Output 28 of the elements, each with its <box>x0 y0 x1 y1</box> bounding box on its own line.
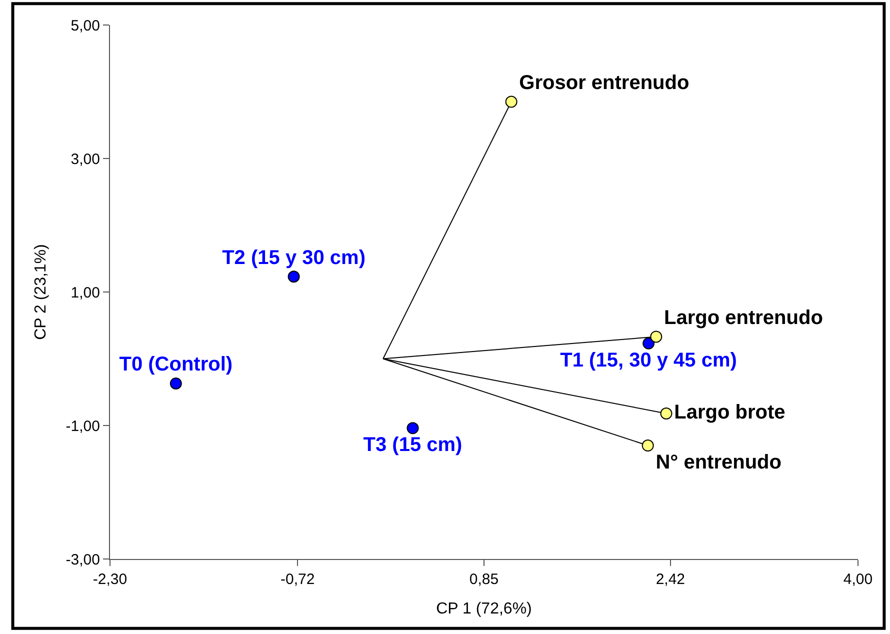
data-label: Largo brote <box>674 401 786 424</box>
y-axis-title: CP 2 (23,1%) <box>32 244 50 340</box>
data-label: T3 (15 cm) <box>363 434 462 456</box>
data-label: N° entrenudo <box>656 451 782 474</box>
data-label: Largo entrenudo <box>664 306 823 329</box>
x-tick-label: 4,00 <box>843 571 873 588</box>
point <box>406 422 419 434</box>
y-tick-label: 5,00 <box>70 17 100 34</box>
data-label: T0 (Control) <box>119 354 233 376</box>
point <box>505 96 518 108</box>
x-tick-label: 0,85 <box>469 571 499 588</box>
y-tick-label: 3,00 <box>70 150 100 168</box>
x-axis-title: CP 1 (72,6%) <box>436 600 532 618</box>
point <box>660 407 672 420</box>
data-label: Grosor entrenudo <box>519 72 690 94</box>
data-label: T1 (15, 30 y 45 cm) <box>560 349 737 372</box>
point <box>642 337 655 350</box>
data-label: T2 (15 y 30 cm) <box>222 246 366 269</box>
point <box>650 330 662 343</box>
y-tick-label: 1,00 <box>70 284 100 302</box>
point <box>170 377 182 390</box>
x-tick-label: -2,30 <box>92 571 128 588</box>
y-tick-label: -3,00 <box>66 551 100 568</box>
point <box>642 440 654 452</box>
x-tick-label: 2,42 <box>656 571 686 588</box>
x-tick-label: -0,72 <box>280 571 315 588</box>
point <box>288 270 300 283</box>
y-tick-label: -1,00 <box>66 418 100 435</box>
